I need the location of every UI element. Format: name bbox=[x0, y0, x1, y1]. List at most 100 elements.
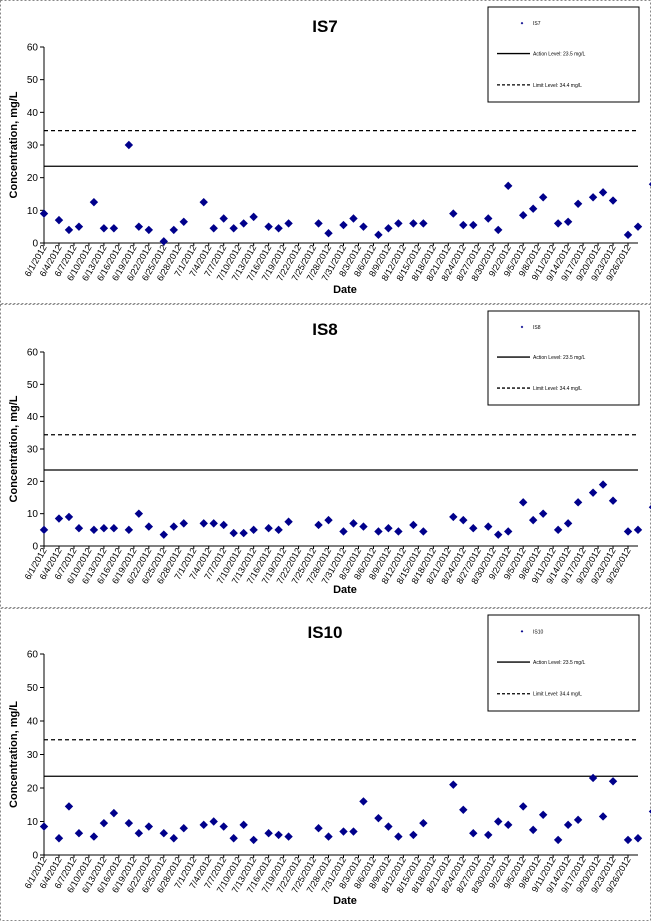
data-point bbox=[219, 214, 228, 223]
data-point bbox=[504, 820, 513, 830]
y-tick-label: 20 bbox=[27, 173, 39, 184]
data-point bbox=[284, 517, 293, 526]
data-point bbox=[209, 224, 218, 233]
data-point bbox=[598, 188, 608, 197]
data-point bbox=[89, 832, 99, 841]
data-point bbox=[144, 822, 154, 831]
data-point bbox=[469, 829, 478, 838]
data-point bbox=[54, 514, 64, 523]
data-point bbox=[124, 525, 134, 535]
data-point bbox=[518, 802, 528, 811]
data-point bbox=[229, 834, 238, 843]
data-point bbox=[409, 219, 418, 228]
data-point bbox=[144, 225, 154, 235]
chart-panel-is7: IS7 Concentration, mg/L 0 10 20 30 40 50 60 6/1/2… bbox=[0, 0, 651, 304]
data-point bbox=[249, 525, 258, 535]
legend-marker-icon bbox=[520, 630, 524, 633]
data-point bbox=[249, 835, 258, 845]
legend-label-series: IS10 bbox=[533, 629, 544, 635]
y-tick-label: 40 bbox=[27, 412, 39, 423]
data-point bbox=[169, 834, 178, 843]
data-point bbox=[484, 522, 493, 531]
data-point bbox=[209, 519, 218, 528]
data-point bbox=[74, 829, 84, 838]
data-point bbox=[39, 209, 49, 218]
data-point bbox=[274, 224, 283, 233]
data-point bbox=[573, 498, 583, 507]
y-tick-label: 20 bbox=[27, 477, 39, 488]
data-point bbox=[459, 220, 468, 230]
data-point bbox=[648, 809, 651, 814]
chart-title: IS8 bbox=[312, 320, 338, 339]
legend-label-action: Action Level: 23.5 mg/L bbox=[533, 52, 585, 58]
data-point bbox=[449, 209, 458, 218]
data-point bbox=[314, 520, 323, 530]
data-point bbox=[359, 222, 368, 231]
x-axis-label: Date bbox=[333, 584, 357, 596]
y-tick-label: 10 bbox=[27, 817, 39, 828]
data-point bbox=[54, 834, 64, 843]
data-point bbox=[469, 220, 478, 230]
y-tick-label: 0 bbox=[32, 239, 38, 250]
data-point bbox=[484, 214, 493, 223]
data-point bbox=[623, 230, 633, 240]
legend-label-series: IS8 bbox=[533, 325, 541, 331]
data-point bbox=[374, 527, 383, 536]
chart-panel-is10: IS10 Concentration, mg/L 0 10 20 30 40 50 60 6/1/… bbox=[0, 608, 651, 921]
legend-label-series: IS7 bbox=[533, 21, 541, 27]
data-point bbox=[633, 834, 643, 843]
x-axis-label: Date bbox=[333, 284, 357, 296]
data-point bbox=[623, 527, 633, 536]
legend-marker-icon bbox=[520, 325, 524, 329]
data-point bbox=[598, 480, 608, 489]
data-point bbox=[179, 519, 188, 528]
data-point bbox=[648, 181, 651, 187]
data-point bbox=[64, 225, 74, 235]
data-point bbox=[209, 817, 218, 826]
data-point bbox=[494, 530, 503, 539]
data-point bbox=[239, 528, 248, 538]
data-point bbox=[608, 496, 618, 505]
data-point bbox=[219, 822, 228, 831]
y-tick-label: 60 bbox=[27, 348, 39, 359]
data-point bbox=[528, 515, 538, 525]
data-point bbox=[563, 217, 573, 226]
data-point bbox=[109, 524, 119, 533]
data-point bbox=[109, 224, 119, 233]
data-point bbox=[349, 827, 358, 836]
data-point bbox=[199, 197, 208, 207]
y-tick-label: 30 bbox=[27, 141, 39, 152]
data-point bbox=[99, 818, 109, 828]
data-point bbox=[518, 211, 528, 220]
data-point bbox=[324, 832, 333, 841]
data-point bbox=[274, 525, 283, 535]
data-point bbox=[124, 818, 134, 828]
chart-title: IS10 bbox=[308, 623, 343, 642]
data-point bbox=[449, 780, 458, 789]
legend-box bbox=[487, 6, 640, 103]
data-point bbox=[159, 237, 168, 246]
data-point bbox=[394, 219, 403, 228]
data-point bbox=[179, 824, 188, 833]
data-point bbox=[349, 214, 358, 223]
data-point bbox=[518, 498, 528, 507]
data-point bbox=[54, 215, 64, 225]
data-point bbox=[239, 820, 248, 830]
data-point bbox=[504, 527, 513, 536]
legend-box bbox=[487, 614, 640, 712]
x-axis-label: Date bbox=[333, 895, 357, 907]
data-point bbox=[169, 225, 178, 235]
data-point bbox=[608, 777, 618, 786]
y-tick-label: 10 bbox=[27, 509, 39, 520]
y-tick-label: 50 bbox=[27, 75, 39, 86]
data-point bbox=[538, 509, 548, 518]
y-tick-label: 50 bbox=[27, 380, 39, 391]
data-point bbox=[359, 797, 368, 806]
legend-label-limit: Limit Level: 34.4 mg/L bbox=[533, 386, 582, 392]
y-tick-label: 60 bbox=[27, 43, 39, 54]
data-point bbox=[134, 829, 144, 838]
y-axis-label: Concentration, mg/L bbox=[8, 91, 20, 198]
data-point bbox=[374, 813, 383, 823]
data-point bbox=[359, 522, 368, 531]
